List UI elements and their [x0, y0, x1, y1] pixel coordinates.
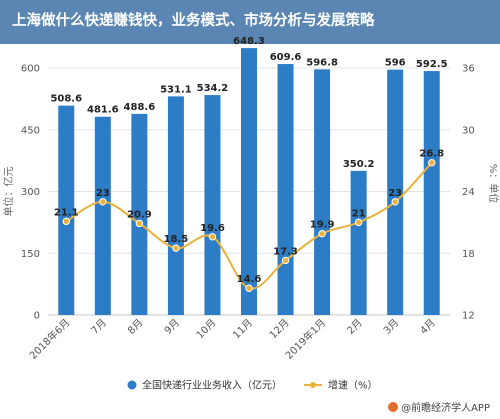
- right-tick-label: 12: [462, 311, 475, 322]
- growth-value-label: 17.3: [273, 246, 298, 257]
- left-axis-title: 单位：亿元: [2, 167, 15, 217]
- bar-value-label: 592.5: [416, 59, 448, 70]
- right-axis-title: %：单位: [487, 164, 500, 204]
- bar-value-label: 596: [385, 58, 406, 69]
- bar-3: [167, 96, 184, 315]
- growth-point-7: [318, 229, 326, 238]
- bar-7: [314, 69, 331, 315]
- growth-point-10: [428, 158, 436, 167]
- title-banner: 上海做什么快递赚钱快，业务模式、市场分析与发展策略: [0, 0, 500, 44]
- bar-value-label: 481.6: [87, 105, 119, 116]
- growth-value-label: 18.5: [164, 234, 189, 245]
- right-tick-label: 18: [462, 249, 475, 260]
- bar-9: [387, 69, 404, 315]
- growth-value-label: 19.6: [200, 223, 225, 234]
- bar-8: [350, 170, 367, 315]
- axis-labels: 单位：亿元 %：单位: [2, 164, 500, 217]
- right-tick-label: 30: [462, 125, 475, 136]
- growth-value-label: 26.8: [419, 149, 444, 160]
- growth-value-label: 23: [96, 188, 110, 199]
- bar-value-label: 534.2: [197, 83, 229, 94]
- bar-5: [241, 48, 257, 315]
- x-tick-label: 8月: [125, 317, 145, 337]
- bar-value-label: 488.6: [124, 102, 156, 113]
- x-tick-label: 12月: [267, 317, 292, 342]
- source-text: @前瞻经济学人APP: [401, 403, 490, 414]
- legend-line-label: 增速（%）: [328, 379, 378, 392]
- bar-value-label: 609.6: [270, 52, 302, 63]
- left-tick-label: 450: [21, 125, 40, 136]
- growth-value-label: 21.1: [54, 207, 79, 218]
- left-tick-label: 600: [21, 64, 40, 75]
- bar-2: [131, 113, 148, 315]
- legend-bar-label: 全国快递行业业务收入（亿元）: [142, 379, 282, 392]
- legend-bar-swatch: [127, 380, 137, 390]
- growth-point-0: [62, 217, 70, 226]
- left-tick-label: 0: [34, 311, 40, 322]
- bar-value-label: 596.8: [306, 57, 338, 68]
- bar-4: [204, 95, 221, 315]
- x-tick-label: 2018年6月: [27, 316, 73, 362]
- x-tick-label: 11月: [231, 317, 256, 342]
- left-tick-label: 150: [21, 249, 40, 260]
- right-tick-label: 24: [462, 187, 475, 198]
- left-tick-label: 300: [21, 187, 40, 198]
- source-footer: @前瞻经济学人APP: [388, 399, 490, 414]
- legend-line-marker: [310, 382, 316, 388]
- bar-10: [423, 71, 440, 316]
- legend: 全国快递行业业务收入（亿元） 增速（%）: [127, 379, 378, 392]
- bar-value-label: 508.6: [50, 94, 82, 105]
- growth-point-8: [354, 218, 363, 227]
- bar-0: [58, 105, 75, 315]
- growth-value-label: 20.9: [127, 209, 152, 220]
- growth-point-6: [281, 256, 290, 265]
- growth-value-label: 19.9: [310, 220, 335, 231]
- left-axis-ticks: 0 150 300 450 600: [21, 64, 40, 322]
- growth-point-4: [208, 233, 217, 241]
- right-axis-ticks: 12 18 24 30 36: [462, 64, 475, 322]
- growth-value-label: 14.6: [237, 274, 262, 285]
- x-tick-label: 2月: [345, 317, 365, 337]
- line-series: 21.1 23 20.9 18.5 19.6 14.6 17.3 19.9 21 23 26.8: [54, 149, 444, 292]
- bar-6: [277, 64, 294, 315]
- qianzhan-logo-icon: [388, 402, 399, 412]
- growth-point-2: [135, 219, 144, 228]
- bar-series: 508.6 481.6 488.6 531.1 534.2 648.3 609.6 596.8…: [50, 36, 448, 316]
- bar-value-label: 531.1: [160, 84, 192, 95]
- bar-value-label: 648.3: [233, 36, 265, 47]
- x-tick-label: 7月: [89, 317, 109, 337]
- x-tick-label: 4月: [418, 317, 438, 337]
- growth-point-9: [391, 198, 399, 206]
- bar-value-label: 350.2: [343, 159, 375, 170]
- growth-value-label: 21: [352, 208, 366, 219]
- growth-point-5: [245, 284, 253, 292]
- page-title: 上海做什么快递赚钱快，业务模式、市场分析与发展策略: [12, 13, 375, 29]
- right-tick-label: 36: [462, 64, 475, 75]
- x-tick-label: 3月: [381, 317, 401, 337]
- growth-value-label: 23: [388, 188, 402, 199]
- x-tick-label: 10月: [194, 317, 219, 342]
- growth-point-1: [99, 198, 107, 206]
- growth-point-3: [172, 244, 180, 252]
- bar-1: [94, 116, 111, 315]
- x-tick-label: 9月: [162, 317, 182, 337]
